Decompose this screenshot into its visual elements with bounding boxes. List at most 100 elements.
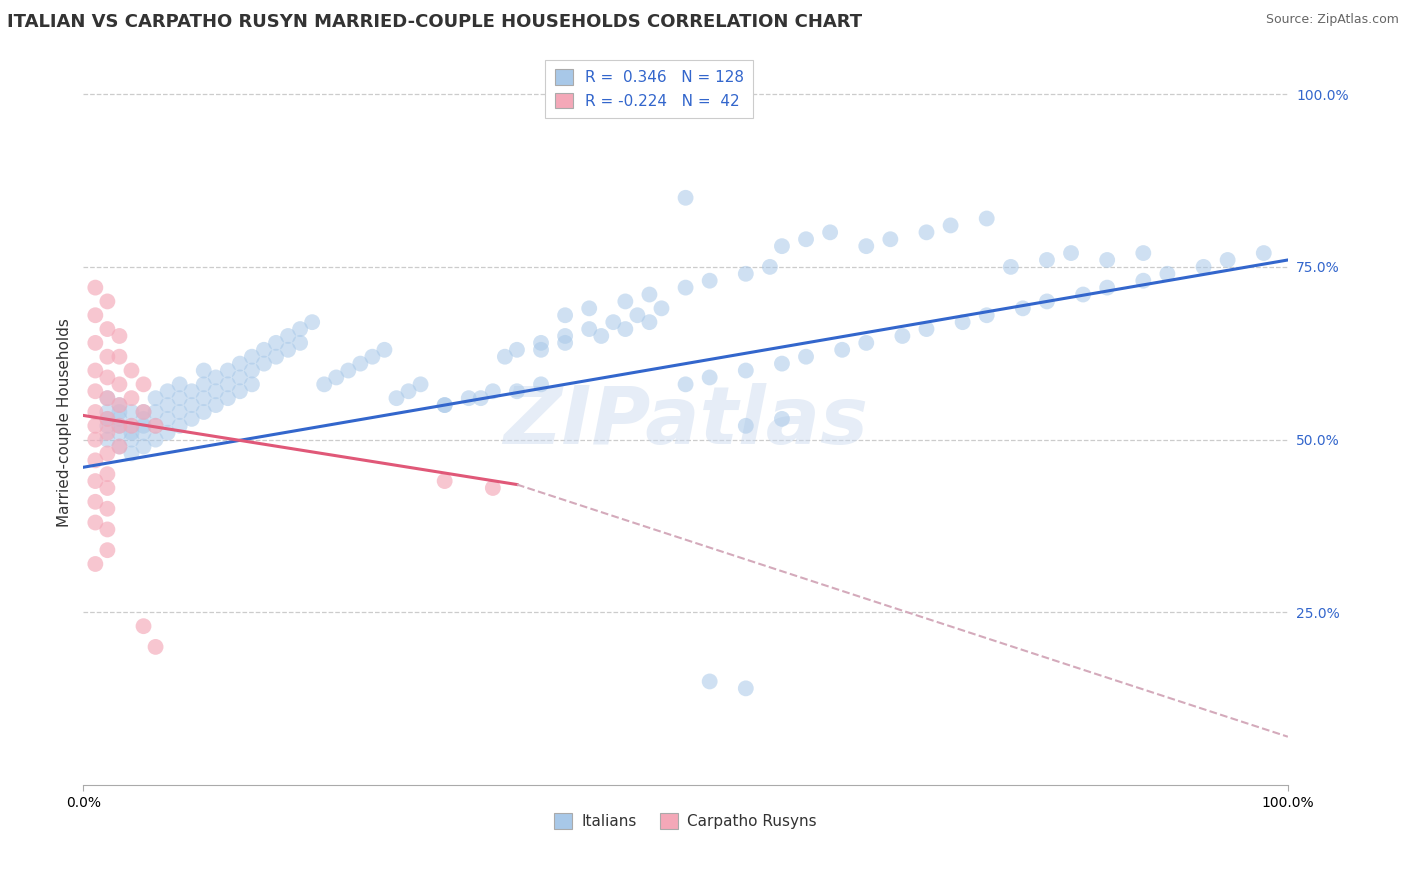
Point: [84, 433, 107, 447]
Point: [349, 357, 371, 371]
Point: [1000, 260, 1022, 274]
Point: [373, 343, 395, 357]
Point: [96, 350, 118, 364]
Point: [818, 225, 841, 239]
Point: [132, 405, 155, 419]
Point: [433, 398, 456, 412]
Point: [409, 377, 432, 392]
Point: [240, 377, 263, 392]
Point: [699, 274, 721, 288]
Point: [734, 418, 756, 433]
Point: [554, 308, 576, 322]
Point: [96, 481, 118, 495]
Point: [314, 377, 336, 392]
Point: [96, 446, 118, 460]
Point: [1216, 252, 1239, 267]
Point: [132, 425, 155, 440]
Point: [96, 433, 118, 447]
Point: [1192, 260, 1215, 274]
Point: [301, 315, 323, 329]
Point: [96, 391, 118, 405]
Point: [530, 343, 553, 357]
Point: [699, 370, 721, 384]
Point: [240, 363, 263, 377]
Point: [96, 412, 118, 426]
Point: [952, 315, 974, 329]
Point: [699, 674, 721, 689]
Point: [84, 308, 107, 322]
Point: [638, 315, 661, 329]
Point: [675, 377, 697, 392]
Point: [108, 412, 131, 426]
Point: [770, 239, 793, 253]
Point: [1156, 267, 1178, 281]
Point: [169, 377, 191, 392]
Point: [169, 391, 191, 405]
Point: [108, 398, 131, 412]
Point: [217, 363, 239, 377]
Point: [96, 523, 118, 537]
Point: [156, 384, 179, 399]
Point: [398, 384, 420, 399]
Point: [145, 418, 167, 433]
Point: [121, 433, 143, 447]
Point: [229, 384, 252, 399]
Point: [108, 440, 131, 454]
Point: [145, 640, 167, 654]
Point: [180, 412, 202, 426]
Point: [84, 280, 107, 294]
Point: [121, 363, 143, 377]
Point: [578, 301, 600, 316]
Point: [204, 398, 226, 412]
Point: [264, 335, 287, 350]
Point: [193, 405, 215, 419]
Point: [794, 232, 817, 246]
Point: [108, 418, 131, 433]
Point: [288, 335, 311, 350]
Point: [84, 495, 107, 509]
Y-axis label: Married-couple Households: Married-couple Households: [58, 318, 72, 527]
Point: [385, 391, 408, 405]
Point: [1132, 274, 1154, 288]
Point: [675, 280, 697, 294]
Point: [554, 335, 576, 350]
Point: [217, 377, 239, 392]
Point: [794, 350, 817, 364]
Point: [132, 619, 155, 633]
Text: ITALIAN VS CARPATHO RUSYN MARRIED-COUPLE HOUSEHOLDS CORRELATION CHART: ITALIAN VS CARPATHO RUSYN MARRIED-COUPLE…: [7, 13, 862, 31]
Point: [759, 260, 782, 274]
Point: [169, 405, 191, 419]
Point: [96, 467, 118, 482]
Point: [145, 418, 167, 433]
Point: [638, 287, 661, 301]
Point: [1132, 246, 1154, 260]
Point: [602, 315, 624, 329]
Point: [96, 501, 118, 516]
Point: [626, 308, 648, 322]
Point: [121, 418, 143, 433]
Point: [831, 343, 853, 357]
Point: [132, 440, 155, 454]
Point: [939, 219, 962, 233]
Point: [156, 412, 179, 426]
Point: [84, 418, 107, 433]
Point: [84, 384, 107, 399]
Point: [976, 308, 998, 322]
Point: [1036, 294, 1059, 309]
Point: [193, 391, 215, 405]
Point: [253, 343, 276, 357]
Point: [734, 681, 756, 696]
Point: [108, 425, 131, 440]
Point: [193, 377, 215, 392]
Point: [240, 350, 263, 364]
Point: [156, 425, 179, 440]
Point: [277, 343, 299, 357]
Point: [229, 370, 252, 384]
Point: [84, 405, 107, 419]
Point: [121, 405, 143, 419]
Point: [84, 516, 107, 530]
Point: [108, 398, 131, 412]
Point: [145, 405, 167, 419]
Point: [84, 453, 107, 467]
Point: [84, 363, 107, 377]
